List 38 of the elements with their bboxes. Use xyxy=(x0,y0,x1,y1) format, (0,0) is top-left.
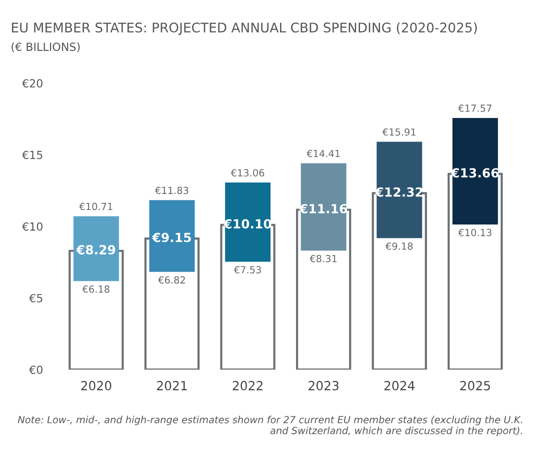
annotation: €17.57 xyxy=(458,104,492,112)
annotation: €6.82 xyxy=(158,276,185,284)
annotation: €6.18 xyxy=(82,285,110,293)
x-tick-label: 2020 xyxy=(81,380,112,390)
annotation: €10.71 xyxy=(79,202,112,210)
chart-subtitle: (€ BILLIONS) xyxy=(12,42,80,52)
y-tick-label: €5 xyxy=(29,294,42,302)
annotation: €11.83 xyxy=(154,186,188,194)
bar xyxy=(452,118,498,225)
bar xyxy=(73,216,119,282)
x-tick-label: 2025 xyxy=(460,380,490,390)
bar xyxy=(149,200,195,272)
bar xyxy=(225,182,271,262)
bar xyxy=(376,142,422,238)
data-label: €10.10 xyxy=(223,219,272,229)
data-label: €11.16 xyxy=(299,204,348,214)
y-tick-label: €20 xyxy=(22,79,42,88)
annotation: €8.31 xyxy=(310,254,337,262)
annotation: €7.53 xyxy=(234,266,261,274)
bar xyxy=(300,163,346,251)
y-tick-label: €0 xyxy=(29,366,42,374)
annotation: €10.13 xyxy=(458,228,492,236)
x-tick-label: 2023 xyxy=(308,380,338,390)
text: Note: Low-, mid-, and high-range estimates shown for 27 current EU member states (excluding the U.K. and Switzerland, which are discussed in the report). xyxy=(18,416,522,436)
annotation: €14.41 xyxy=(306,150,340,158)
annotation: €13.06 xyxy=(230,169,264,177)
x-tick-label: 2021 xyxy=(157,380,187,390)
data-label: €8.29 xyxy=(76,245,116,254)
y-tick-label: €15 xyxy=(22,150,42,160)
chart-title: EU MEMBER STATES: PROJECTED ANNUAL CBD SPENDING (2020-2025) xyxy=(12,22,477,35)
data-label: €12.32 xyxy=(375,187,422,197)
data-label: €13.66 xyxy=(450,168,499,178)
x-tick-label: 2024 xyxy=(384,380,415,390)
annotation: €15.91 xyxy=(382,128,416,136)
y-tick-label: €10 xyxy=(22,222,42,231)
annotation: €9.18 xyxy=(385,242,413,250)
x-tick-label: 2022 xyxy=(232,380,262,390)
data-label: €9.15 xyxy=(152,232,191,242)
